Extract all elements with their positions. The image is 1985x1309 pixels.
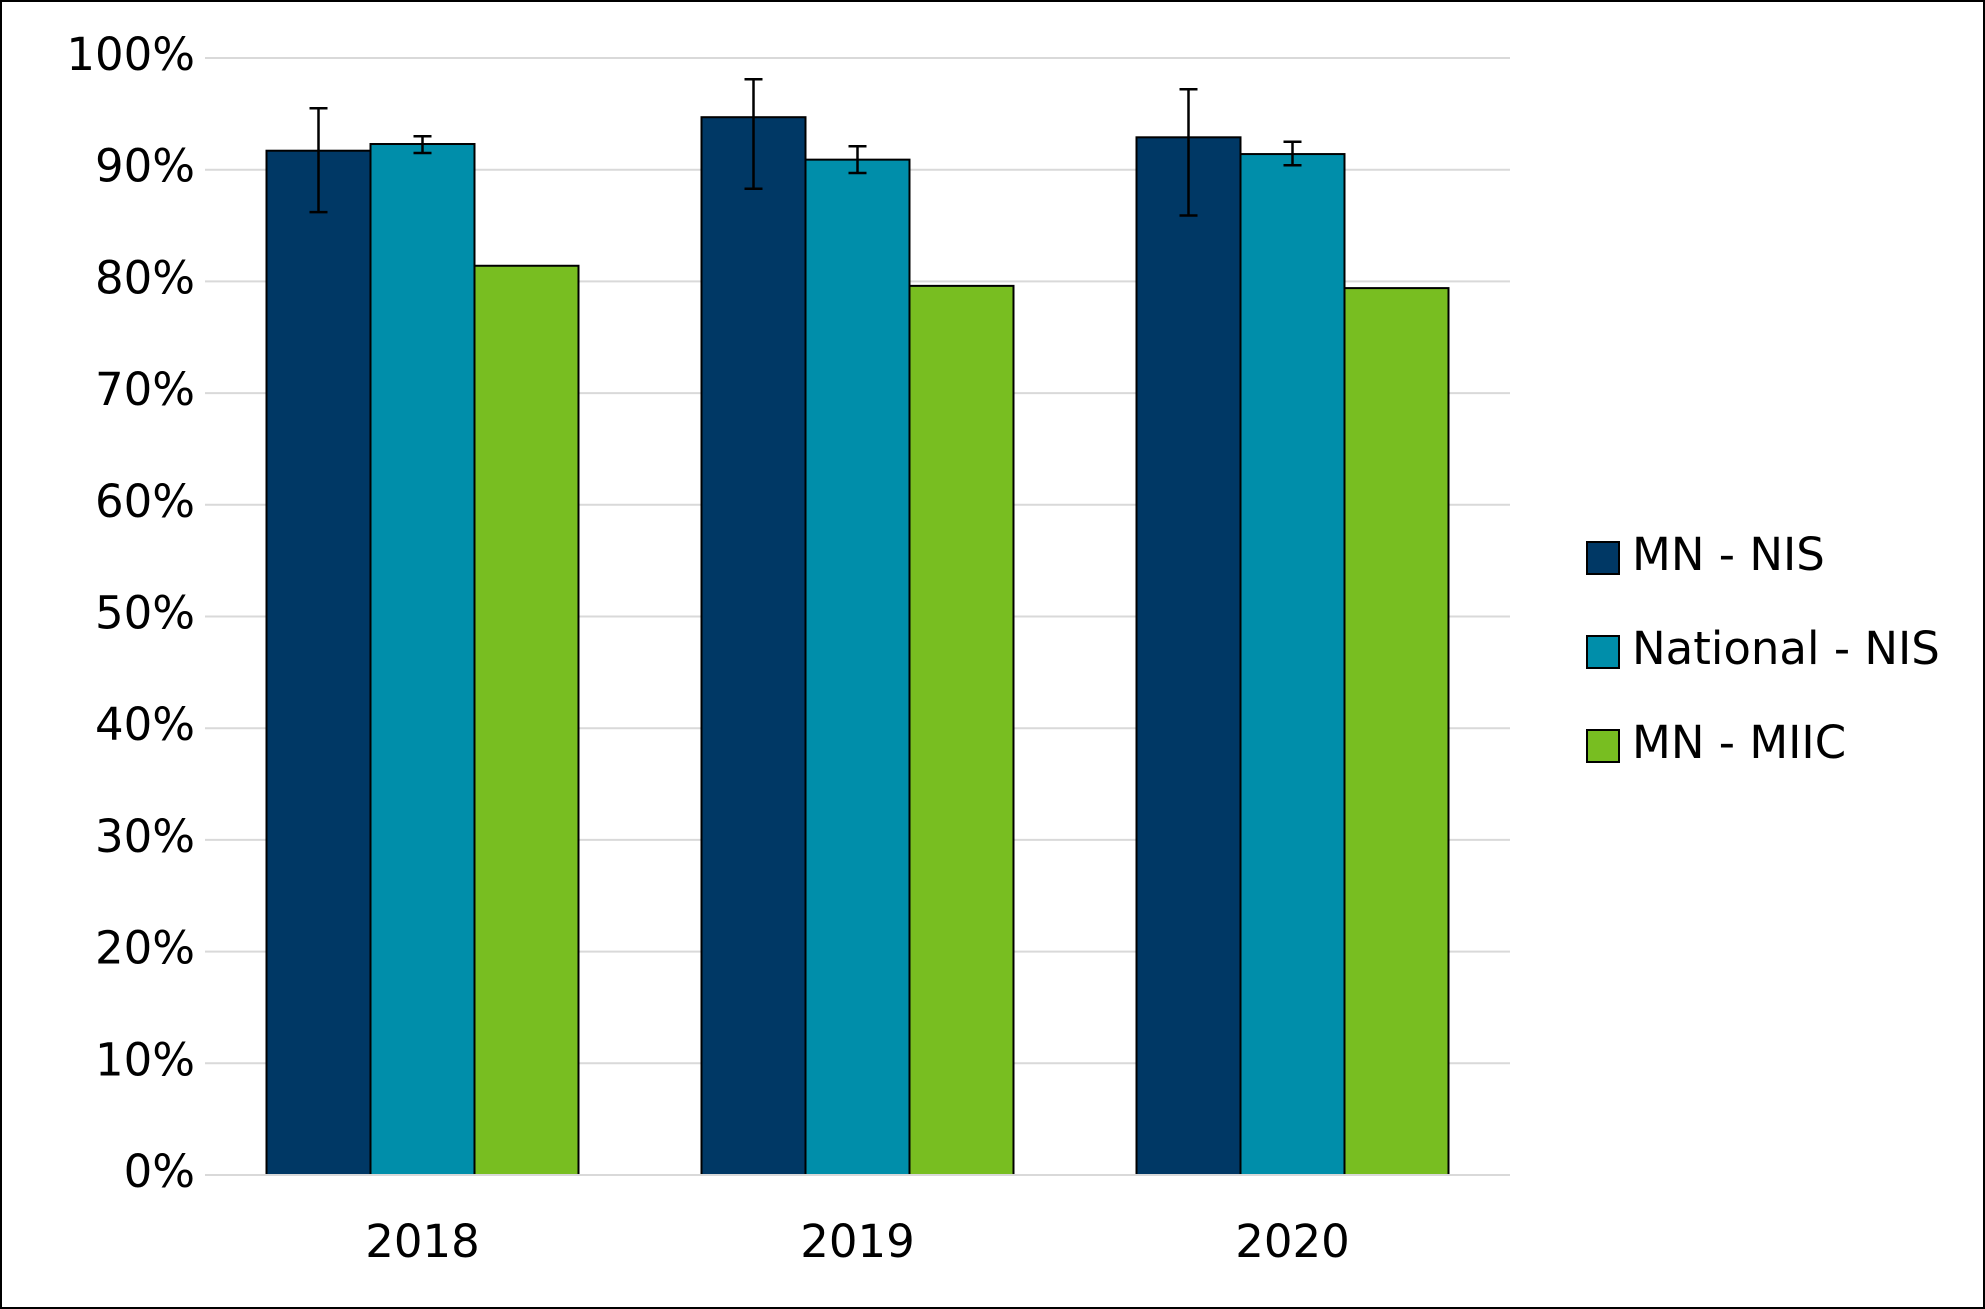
bar xyxy=(1239,153,1346,1176)
y-tick-label: 50% xyxy=(95,587,195,640)
error-bar xyxy=(744,77,763,190)
error-bar xyxy=(1179,88,1198,217)
bar xyxy=(265,149,372,1176)
x-tick-label: 2019 xyxy=(800,1215,915,1268)
legend-swatch xyxy=(1586,729,1620,763)
bar xyxy=(369,143,476,1176)
legend-label: National - NIS xyxy=(1632,622,1940,675)
bar xyxy=(1135,136,1242,1176)
y-tick-label: 90% xyxy=(95,140,195,193)
legend-label: MN - NIS xyxy=(1632,528,1825,581)
y-tick-label: 80% xyxy=(95,251,195,304)
y-tick-label: 10% xyxy=(95,1033,195,1086)
bar xyxy=(1343,287,1450,1176)
error-bar xyxy=(413,134,432,155)
legend-label: MN - MIIC xyxy=(1632,716,1846,769)
y-tick-label: 100% xyxy=(66,28,195,81)
x-tick-label: 2018 xyxy=(365,1215,480,1268)
y-tick-label: 70% xyxy=(95,363,195,416)
y-tick-label: 0% xyxy=(124,1145,195,1198)
x-tick-label: 2020 xyxy=(1235,1215,1350,1268)
bar xyxy=(700,116,807,1176)
error-bar xyxy=(1283,140,1302,167)
y-tick-label: 40% xyxy=(95,698,195,751)
y-tick-label: 20% xyxy=(95,922,195,975)
bar xyxy=(473,264,580,1176)
bar xyxy=(804,158,911,1177)
bar xyxy=(908,284,1015,1177)
y-tick-label: 60% xyxy=(95,475,195,528)
y-tick-label: 30% xyxy=(95,810,195,863)
error-bar xyxy=(848,144,867,175)
error-bar xyxy=(309,107,328,214)
legend-swatch xyxy=(1586,541,1620,575)
legend-swatch xyxy=(1586,635,1620,669)
